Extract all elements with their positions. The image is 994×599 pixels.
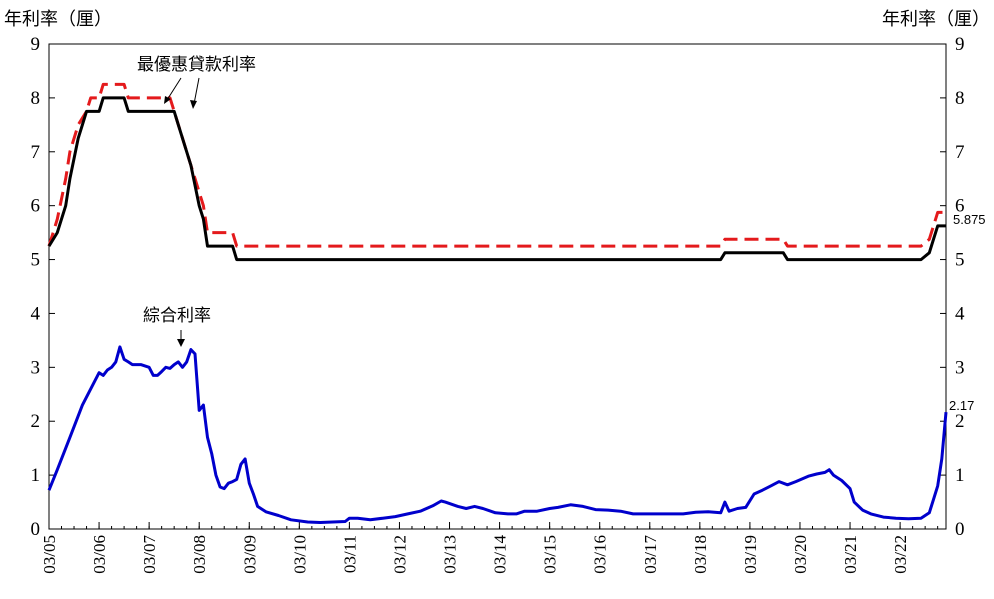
y-axis-right: 0 1 2 3 4 5 6 7 8 9 [940,34,965,540]
y-tick-label-right: 6 [955,196,965,217]
y-tick-label-right: 0 [955,519,965,540]
composite-rate-arrowhead [177,339,185,347]
x-axis: 03/05 03/06 03/07 03/08 03/09 03/10 03/11 03/12… [40,522,939,574]
x-tick-label: 03/05 [40,535,59,574]
y-tick-label-left: 8 [31,88,41,109]
y-tick-label-left: 4 [31,303,41,324]
composite-rate-series [47,345,948,524]
prime-rate-arrow-2 [193,77,200,105]
y-tick-label-right: 1 [955,465,965,486]
prime-rate-annotation: 最優惠貸款利率 [137,55,256,75]
x-tick-label: 03/13 [441,535,460,574]
y-tick-label-left: 7 [31,142,41,163]
x-tick-label: 03/14 [491,535,510,574]
x-tick-label: 03/15 [541,535,560,574]
x-tick-label: 03/12 [390,535,409,574]
x-tick-label: 03/07 [140,535,159,574]
y-tick-label-left: 9 [31,34,41,55]
composite-rate-end-label: 2.17 [949,398,974,413]
y-tick-label-left: 5 [31,250,41,271]
prime-rate-arrow-1 [166,77,182,101]
y-axis-right-title: 年利率（厘） [882,9,990,30]
prime-rate-end-label: 5.875 [953,212,986,227]
plot-frame [48,43,947,530]
x-tick-label: 03/06 [90,535,109,574]
x-tick-label: 03/10 [290,535,309,574]
y-tick-label-right: 5 [955,250,965,271]
x-tick-label: 03/19 [741,535,760,574]
x-tick-label: 03/08 [190,535,209,574]
x-tick-label: 03/11 [340,535,359,573]
y-axis-left-title: 年利率（厘） [4,9,112,30]
x-tick-label: 03/17 [641,535,660,574]
x-tick-label: 03/09 [240,535,259,574]
y-tick-label-right: 9 [955,34,965,55]
x-tick-label: 03/16 [591,535,610,574]
prime-rate-arrowhead-1 [164,96,171,104]
y-tick-label-left: 2 [31,411,41,432]
x-tick-label: 03/22 [891,535,910,574]
x-tick-label: 03/20 [791,535,810,574]
y-axis-left: 0 1 2 3 4 5 6 7 8 9 [31,34,55,540]
y-tick-label-right: 2 [955,411,965,432]
prime-rate-series-b [47,96,946,262]
series-layer [47,82,948,524]
x-tick-label: 03/18 [691,535,710,574]
y-tick-label-right: 3 [955,357,965,378]
y-tick-label-left: 0 [31,519,41,540]
y-tick-label-left: 3 [31,357,41,378]
y-tick-label-right: 4 [955,303,965,324]
x-tick-label: 03/21 [841,535,860,574]
prime-rate-arrowhead-2 [190,100,197,109]
composite-rate-annotation: 綜合利率 [143,306,211,326]
y-tick-label-left: 1 [31,465,41,486]
y-tick-label-right: 7 [955,142,965,163]
prime-rate-series-a [47,82,946,248]
y-tick-label-right: 8 [955,88,965,109]
y-tick-label-left: 6 [31,196,41,217]
